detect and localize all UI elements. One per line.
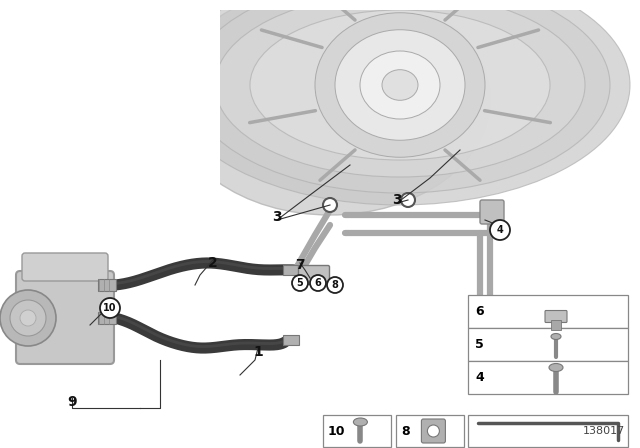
Ellipse shape — [551, 333, 561, 340]
Text: 138017: 138017 — [583, 426, 625, 436]
Bar — [323, 415, 391, 447]
Ellipse shape — [382, 70, 418, 100]
FancyBboxPatch shape — [298, 266, 330, 284]
Ellipse shape — [335, 30, 465, 140]
Bar — [98, 279, 116, 291]
Bar — [396, 415, 464, 447]
Circle shape — [100, 298, 120, 318]
Text: 8: 8 — [332, 280, 339, 290]
Ellipse shape — [190, 0, 610, 193]
Circle shape — [292, 275, 308, 291]
Bar — [0, 0, 220, 210]
Circle shape — [404, 196, 412, 204]
Text: 8: 8 — [401, 425, 410, 438]
Bar — [468, 361, 628, 394]
Text: 6: 6 — [315, 278, 321, 288]
Text: 3: 3 — [272, 210, 282, 224]
Circle shape — [10, 300, 46, 336]
Circle shape — [20, 310, 36, 326]
Circle shape — [310, 275, 326, 291]
Bar — [0, 0, 640, 10]
Text: 10: 10 — [328, 425, 346, 438]
Bar — [283, 335, 299, 345]
Text: 7: 7 — [295, 258, 305, 272]
Text: 6: 6 — [475, 305, 484, 318]
Bar — [551, 319, 561, 329]
Ellipse shape — [360, 51, 440, 119]
Circle shape — [323, 198, 337, 212]
FancyBboxPatch shape — [545, 310, 567, 323]
Ellipse shape — [250, 10, 550, 160]
Bar — [468, 328, 628, 361]
Text: 9: 9 — [67, 395, 77, 409]
Circle shape — [327, 277, 343, 293]
FancyBboxPatch shape — [421, 419, 445, 443]
Ellipse shape — [315, 13, 485, 157]
Circle shape — [490, 220, 510, 240]
Text: 3: 3 — [392, 193, 402, 207]
FancyBboxPatch shape — [16, 271, 114, 364]
Circle shape — [0, 290, 56, 346]
Text: 4: 4 — [475, 371, 484, 384]
Circle shape — [401, 193, 415, 207]
Text: 4: 4 — [497, 225, 504, 235]
Bar — [468, 415, 628, 447]
FancyBboxPatch shape — [480, 200, 504, 224]
Ellipse shape — [549, 363, 563, 371]
Text: 1: 1 — [253, 345, 263, 359]
Ellipse shape — [215, 0, 585, 177]
Text: 2: 2 — [208, 256, 218, 270]
Text: 5: 5 — [296, 278, 303, 288]
Bar — [98, 312, 116, 324]
Bar — [283, 265, 299, 275]
Text: 10: 10 — [103, 303, 116, 313]
Ellipse shape — [170, 0, 490, 215]
Bar — [468, 295, 628, 328]
FancyBboxPatch shape — [22, 253, 108, 281]
Ellipse shape — [353, 418, 367, 426]
Text: 5: 5 — [475, 338, 484, 351]
Ellipse shape — [170, 0, 630, 205]
Circle shape — [428, 425, 440, 437]
Circle shape — [326, 201, 334, 209]
